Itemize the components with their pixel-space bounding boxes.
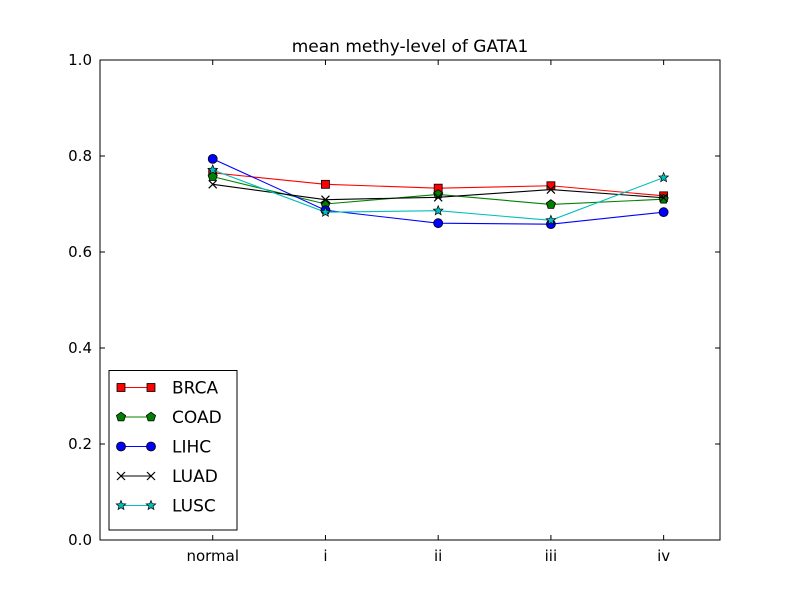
y-tick-label: 0.8: [68, 147, 92, 165]
x-tick-label: iii: [545, 547, 558, 565]
data-point-lusc: [207, 163, 219, 175]
plot-frame: [99, 59, 721, 541]
data-point-luad: [208, 179, 218, 189]
data-point-lusc: [432, 204, 444, 216]
data-point-coad: [433, 189, 444, 199]
legend: BRCA COAD LIHC LUAD LUSC: [108, 370, 238, 531]
data-point-lusc: [545, 214, 557, 226]
data-point-lihc: [207, 153, 218, 164]
legend-marker-brca: [116, 383, 126, 392]
series-luad: [208, 179, 669, 205]
y-tick-label: 0.0: [68, 531, 92, 549]
series-lusc: [207, 163, 670, 226]
y-tick-label: 1.0: [68, 51, 92, 69]
data-point-lihc: [658, 207, 669, 218]
plot-area: [207, 153, 670, 230]
data-point-lihc: [433, 218, 444, 229]
x-tick-label: ii: [434, 547, 442, 565]
legend-label-luad: LUAD: [172, 467, 218, 487]
legend-marker-lusc: [145, 499, 157, 511]
legend-marker-lihc: [116, 441, 126, 452]
y-tick-label: 0.2: [68, 435, 92, 453]
chart-title: mean methy-level of GATA1: [292, 37, 529, 57]
data-point-luad: [659, 193, 669, 203]
legend-marker-coad: [115, 411, 127, 422]
data-point-lusc: [657, 171, 670, 183]
legend-box: [108, 370, 238, 531]
data-point-brca: [546, 181, 556, 191]
legend-label-lihc: LIHC: [172, 438, 211, 458]
x-tick-label: normal: [186, 547, 239, 565]
y-tick-label: 0.6: [68, 243, 92, 261]
legend-marker-coad: [145, 411, 157, 422]
y-tick-label: 0.4: [68, 339, 92, 357]
legend-entry-coad: COAD: [115, 408, 222, 428]
legend-label-brca: BRCA: [172, 379, 218, 399]
legend-marker-lihc: [146, 441, 156, 452]
legend-entry-luad: LUAD: [116, 467, 218, 487]
legend-marker-lusc: [115, 499, 127, 511]
legend-marker-brca: [146, 383, 156, 392]
legend-label-coad: COAD: [172, 408, 222, 428]
data-point-coad: [545, 199, 556, 209]
x-tick-label: i: [323, 547, 327, 565]
series-lihc: [207, 153, 669, 230]
data-point-luad: [321, 195, 330, 205]
legend-marker-luad: [116, 471, 126, 481]
data-point-lusc: [319, 206, 332, 217]
legend-entry-brca: BRCA: [116, 379, 218, 399]
x-tick-label: iv: [657, 547, 670, 565]
data-point-coad: [207, 171, 218, 181]
legend-entry-lusc: LUSC: [115, 497, 216, 517]
legend-label-lusc: LUSC: [172, 497, 216, 517]
data-point-luad: [433, 192, 443, 202]
data-point-luad: [546, 185, 556, 195]
legend-entry-lihc: LIHC: [116, 438, 211, 458]
data-point-brca: [321, 179, 330, 189]
legend-marker-luad: [146, 471, 156, 481]
